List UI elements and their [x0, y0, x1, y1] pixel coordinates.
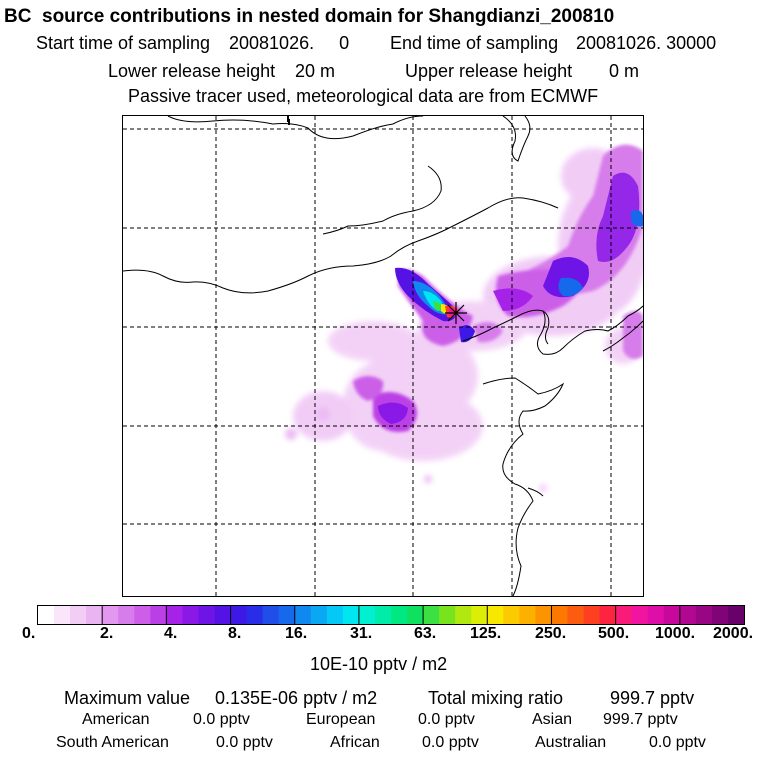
colorbar-segment [102, 606, 119, 624]
colorbar-segment [38, 606, 55, 624]
south-american-value: 0.0 pptv [216, 734, 273, 751]
map-canvas [123, 116, 643, 596]
total-mixing-label: Total mixing ratio [428, 688, 564, 708]
colorbar-tick: 2. [100, 625, 114, 642]
colorbar-segment [278, 606, 296, 624]
plume-core [378, 172, 643, 424]
colorbar-tick: 31. [350, 625, 373, 642]
african-value: 0.0 pptv [422, 734, 479, 751]
colorbar-segment [727, 606, 745, 624]
colorbar-segment [423, 606, 440, 624]
colorbar-segment [599, 606, 617, 624]
colorbar-segment [294, 606, 312, 624]
american-value: 0.0 pptv [193, 711, 250, 728]
colorbar-segment [342, 606, 360, 624]
colorbar-segment [519, 606, 536, 624]
colorbar-segment [391, 606, 408, 624]
colorbar-segment [615, 606, 633, 624]
colorbar-segment [118, 606, 135, 624]
colorbar-tick: 0. [22, 625, 36, 642]
colorbar-segment [358, 606, 376, 624]
colorbar-segment [567, 606, 585, 624]
plume-receptor-core [395, 267, 459, 322]
colorbar-segment [262, 606, 280, 624]
lower-height-value: 20 m [295, 61, 336, 81]
start-time-label: Start time of sampling [36, 33, 211, 53]
colorbar-segment [631, 606, 649, 624]
colorbar-segment [86, 606, 103, 624]
european-value: 0.0 pptv [418, 711, 475, 728]
australian-value: 0.0 pptv [649, 734, 706, 751]
max-value: 0.135E-06 pptv / m2 [215, 688, 378, 708]
map-gridlines [123, 116, 643, 596]
australian-label: Australian [535, 734, 607, 751]
colorbar-tick: 250. [535, 625, 567, 642]
colorbar-tick: 8. [228, 625, 242, 642]
colorbar-segment [246, 606, 264, 624]
colorbar-segment [182, 606, 199, 624]
colorbar-tick: 63. [414, 625, 437, 642]
colorbar-tick: 16. [285, 625, 308, 642]
lower-height-label: Lower release height [108, 61, 276, 81]
colorbar-tick: 1000. [655, 625, 696, 642]
end-time-value: 20081026. 30000 [576, 33, 717, 53]
colorbar [37, 605, 745, 625]
colorbar-segment [551, 606, 568, 624]
colorbar-segment [679, 606, 697, 624]
colorbar-segment [663, 606, 681, 624]
colorbar-segment [230, 606, 248, 624]
end-time-label: End time of sampling [390, 33, 559, 53]
american-label: American [82, 711, 150, 728]
upper-height-label: Upper release height [405, 61, 573, 81]
south-american-label: South American [56, 734, 169, 751]
colorbar-segment [407, 606, 424, 624]
map-boundaries [123, 116, 643, 596]
colorbar-segment [374, 606, 392, 624]
colorbar-segment [711, 606, 729, 624]
colorbar-segment [503, 606, 520, 624]
map-panel [122, 115, 644, 597]
max-value-label: Maximum value [64, 688, 191, 708]
colorbar-unit: 10E-10 pptv / m2 [310, 654, 448, 674]
map-title: BC source contributions in nested domain… [4, 6, 615, 27]
colorbar-segment [214, 606, 232, 624]
colorbar-segment [647, 606, 665, 624]
colorbar-segment [535, 606, 552, 624]
total-mixing-value: 999.7 pptv [610, 688, 695, 708]
receptor-star-icon [445, 302, 467, 324]
colorbar-segment [487, 606, 504, 624]
european-label: European [306, 711, 376, 728]
colorbar-svg [38, 606, 745, 624]
colorbar-segment [134, 606, 151, 624]
colorbar-segment [326, 606, 344, 624]
colorbar-segment [695, 606, 713, 624]
colorbar-segment [471, 606, 488, 624]
colorbar-segment [583, 606, 601, 624]
tracer-note: Passive tracer used, meteorological data… [128, 86, 599, 106]
asian-label: Asian [532, 711, 573, 728]
colorbar-tick: 4. [164, 625, 178, 642]
colorbar-segment [439, 606, 456, 624]
asian-value: 999.7 pptv [603, 711, 678, 728]
colorbar-segment [455, 606, 472, 624]
colorbar-segment [198, 606, 215, 624]
colorbar-segment [310, 606, 328, 624]
colorbar-segment [54, 606, 71, 624]
colorbar-tick: 2000. [713, 625, 754, 642]
start-time-value: 20081026. 0 [229, 33, 350, 53]
colorbar-tick: 500. [598, 625, 630, 642]
colorbar-segment [150, 606, 167, 624]
colorbar-segment [166, 606, 183, 624]
upper-height-value: 0 m [609, 61, 640, 81]
african-label: African [330, 734, 380, 751]
colorbar-tick: 125. [470, 625, 502, 642]
colorbar-segment [70, 606, 87, 624]
